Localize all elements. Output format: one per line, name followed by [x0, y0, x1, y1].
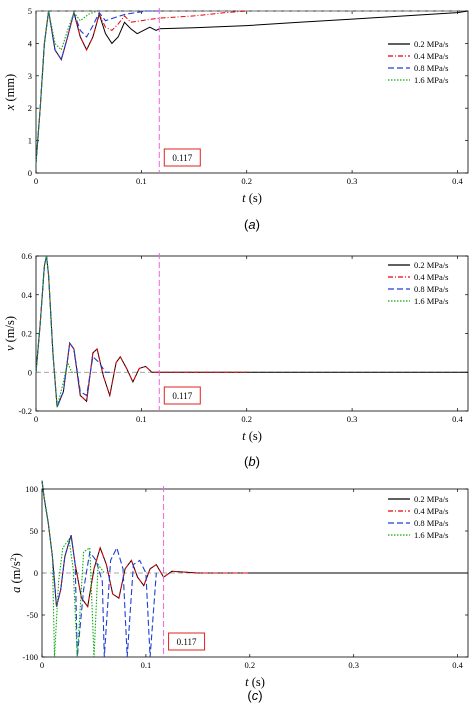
x-tick-label: 0.4	[452, 660, 463, 670]
annotation-label: 0.117	[172, 153, 192, 163]
x-tick-label: 0	[34, 176, 38, 186]
chart-panel-c: 0 0.1 0.2 0.3 0.4 -100 -50 0 50 100 0.117 0.2 MPa/s…	[9, 480, 469, 703]
y-tick-label: 1	[28, 136, 32, 146]
plot-frame	[35, 255, 469, 412]
annotation-box	[168, 632, 206, 651]
legend-label: 0.8 MPa/s	[414, 63, 448, 73]
series-line-0-8-mpa-s	[35, 10, 160, 164]
chart-panel-a: 0 0.1 0.2 0.3 0.4 0 1 2 3 4 5 0.117 0.2 MPa/s 0.4 MPa…	[3, 6, 469, 232]
y-tick-label: 0	[28, 168, 32, 178]
annotation-label: 0.117	[172, 391, 192, 401]
series-line-0-8-mpa-s	[35, 255, 110, 408]
x-tick-label: 0.3	[347, 176, 358, 186]
panel-caption: (c)	[247, 688, 262, 703]
y-tick-label: 0.2	[21, 329, 32, 339]
x-tick-label: 0.2	[241, 414, 252, 424]
y-tick-label: 0.6	[21, 251, 32, 261]
y-tick-label: 0	[28, 367, 32, 377]
panel-caption: (b)	[244, 454, 260, 469]
legend-label: 0.8 MPa/s	[414, 518, 448, 528]
y-tick-label: -50	[27, 610, 38, 620]
y-tick-label: 3	[28, 71, 32, 81]
y-axis-label: x (mm)	[3, 74, 17, 111]
series-line-0-2-mpa-s	[35, 255, 468, 408]
plot-frame	[35, 10, 469, 174]
panel-caption: (a)	[244, 217, 260, 232]
annotation-label: 0.117	[177, 637, 197, 647]
series-line-0-4-mpa-s	[41, 480, 250, 608]
series-line-0-4-mpa-s	[35, 255, 247, 408]
series-line-0-8-mpa-s	[41, 480, 157, 658]
x-tick-label: 0.1	[141, 660, 152, 670]
legend-label: 1.6 MPa/s	[414, 75, 448, 85]
x-tick-label: 0	[34, 414, 38, 424]
legend-label: 1.6 MPa/s	[414, 296, 448, 306]
y-axis-label: a (m/s2)	[9, 553, 24, 593]
legend-label: 0.4 MPa/s	[414, 51, 448, 61]
y-tick-label: 2	[28, 103, 32, 113]
y-tick-label: 4	[28, 38, 33, 48]
series-line-1-6-mpa-s	[41, 480, 105, 658]
series-line-1-6-mpa-s	[35, 255, 79, 408]
x-tick-label: 0.4	[452, 414, 463, 424]
y-tick-label: 0	[34, 568, 38, 578]
legend-label: 0.8 MPa/s	[414, 284, 448, 294]
x-tick-label: 0.2	[241, 176, 252, 186]
x-axis-label: t (s)	[242, 429, 262, 443]
y-tick-label: 50	[30, 526, 39, 536]
y-tick-label: 5	[28, 6, 32, 16]
y-tick-label: 100	[25, 484, 38, 494]
legend-label: 0.2 MPa/s	[414, 260, 448, 270]
x-tick-label: 0	[40, 660, 44, 670]
y-tick-label: -0.2	[19, 406, 32, 416]
x-axis-label: t (s)	[242, 191, 262, 205]
y-tick-label: -100	[22, 652, 38, 662]
x-tick-label: 0.4	[452, 176, 463, 186]
legend-label: 1.6 MPa/s	[414, 530, 448, 540]
series-line-0-2-mpa-s	[35, 10, 469, 164]
x-tick-label: 0.1	[136, 176, 147, 186]
x-tick-label: 0.3	[347, 414, 358, 424]
x-tick-label: 0.1	[136, 414, 147, 424]
x-tick-label: 0.3	[348, 660, 359, 670]
annotation-box	[163, 148, 201, 167]
legend-label: 0.4 MPa/s	[414, 272, 448, 282]
legend-label: 0.4 MPa/s	[414, 506, 448, 516]
y-axis-label: v (m/s)	[3, 316, 17, 351]
legend-label: 0.2 MPa/s	[414, 494, 448, 504]
x-tick-label: 0.2	[244, 660, 255, 670]
legend-label: 0.2 MPa/s	[414, 39, 448, 49]
series-line-0-4-mpa-s	[35, 10, 247, 164]
y-tick-label: 0.4	[21, 290, 32, 300]
x-axis-label: t (s)	[245, 675, 265, 689]
annotation-box	[163, 386, 201, 405]
